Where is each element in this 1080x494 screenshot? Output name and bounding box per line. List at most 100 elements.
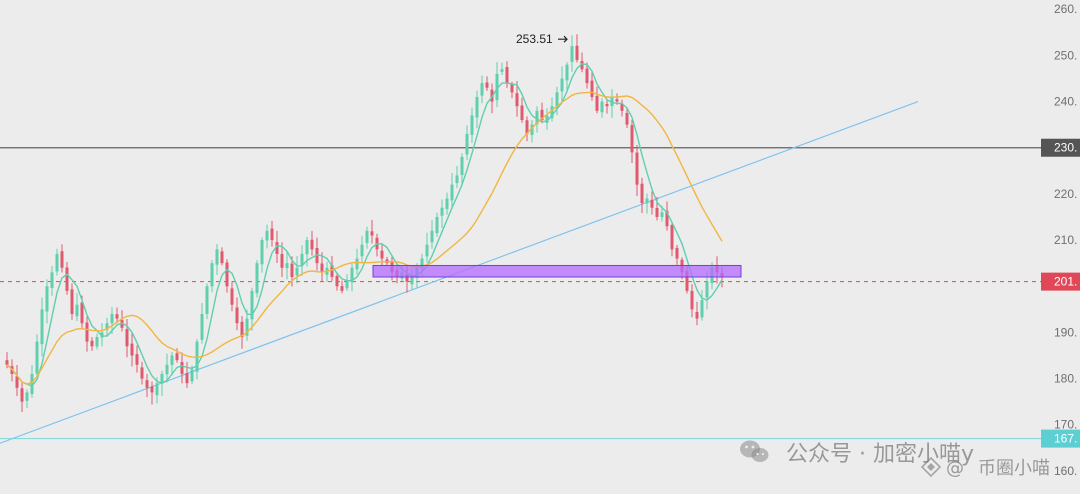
candle-body [450,184,454,201]
candle-body [430,230,434,243]
candle [60,244,64,273]
candle-body [435,216,439,234]
candle-body [40,309,44,345]
candle [285,251,289,280]
candle [380,244,384,267]
candle-body [180,362,184,374]
candle-body [55,253,59,272]
candle [485,76,489,91]
candle [180,352,184,384]
candle [90,337,94,351]
candle-body [75,304,79,317]
candle-body [295,267,299,276]
candle-body [340,286,344,291]
candle [650,191,654,215]
candle [260,237,264,273]
candle-body [460,156,464,175]
candle-body [300,253,304,266]
candle-body [175,353,179,361]
candle [135,345,139,373]
candle-body [405,274,409,282]
y-tick-label: 190. [1054,325,1077,339]
candle [355,248,359,275]
candle-body [655,207,659,217]
candle-body [155,383,159,396]
candle-body [370,231,374,236]
candle [555,86,559,116]
candle-body [85,322,89,342]
candle [45,279,49,324]
candle-body [670,224,674,250]
candle [55,248,59,276]
candle-body [640,183,644,204]
candle [500,62,504,76]
candle-body [585,68,589,84]
candle [230,281,234,312]
candle-body [495,73,499,101]
candle [140,361,144,385]
candle-body [510,84,514,93]
candle-body [305,240,309,255]
candle-body [290,263,294,278]
candle [465,125,469,161]
candle [270,220,274,247]
candle [305,237,309,267]
candle [520,97,524,123]
candle [35,334,39,378]
candle-body [215,249,219,265]
candle [15,365,19,397]
candle [185,361,189,388]
candle-body [5,360,9,365]
candle [250,287,254,331]
candle-body [410,277,414,285]
candle-body [110,313,114,324]
candle [645,193,649,214]
candle-body [550,106,554,119]
candle-body [665,210,669,227]
candle [40,297,44,357]
candle [625,107,629,128]
candle [675,244,679,265]
candle [50,265,54,296]
candle-body [540,109,544,121]
y-tick-label: 170. [1054,418,1077,432]
candle-body [170,355,174,365]
candle-body [160,373,164,384]
candle [665,201,669,231]
candle [455,165,459,189]
price-badge-167: 167. [1054,432,1077,446]
candle-body [255,263,259,294]
candle [75,292,79,322]
candle [600,98,604,118]
candle [670,221,674,257]
candle-body [470,115,474,135]
candle-body [345,281,349,289]
candle-body [20,388,24,402]
candle [620,99,624,117]
candle-body [455,175,459,184]
candle-body [535,110,539,125]
candle-body [275,242,279,254]
candle [595,86,599,114]
candle-body [615,99,619,102]
candle [425,232,429,263]
wechat-icon [740,440,769,462]
candle [515,80,519,117]
candle [350,263,354,292]
candle [700,290,704,321]
candle [365,226,369,249]
candle-body [60,251,64,268]
candle-body [445,198,449,209]
candle-body [625,112,629,125]
candle [25,389,29,409]
candle-body [125,329,129,347]
candle [30,364,34,398]
candle-body [355,258,359,270]
y-tick-label: 210. [1054,233,1077,247]
watermark-at-sign: @ [946,458,964,479]
watermark-account-text: 币圈小喵 [978,458,1050,479]
candle-body [635,152,639,185]
candle-body [620,103,624,111]
candle [560,66,564,103]
